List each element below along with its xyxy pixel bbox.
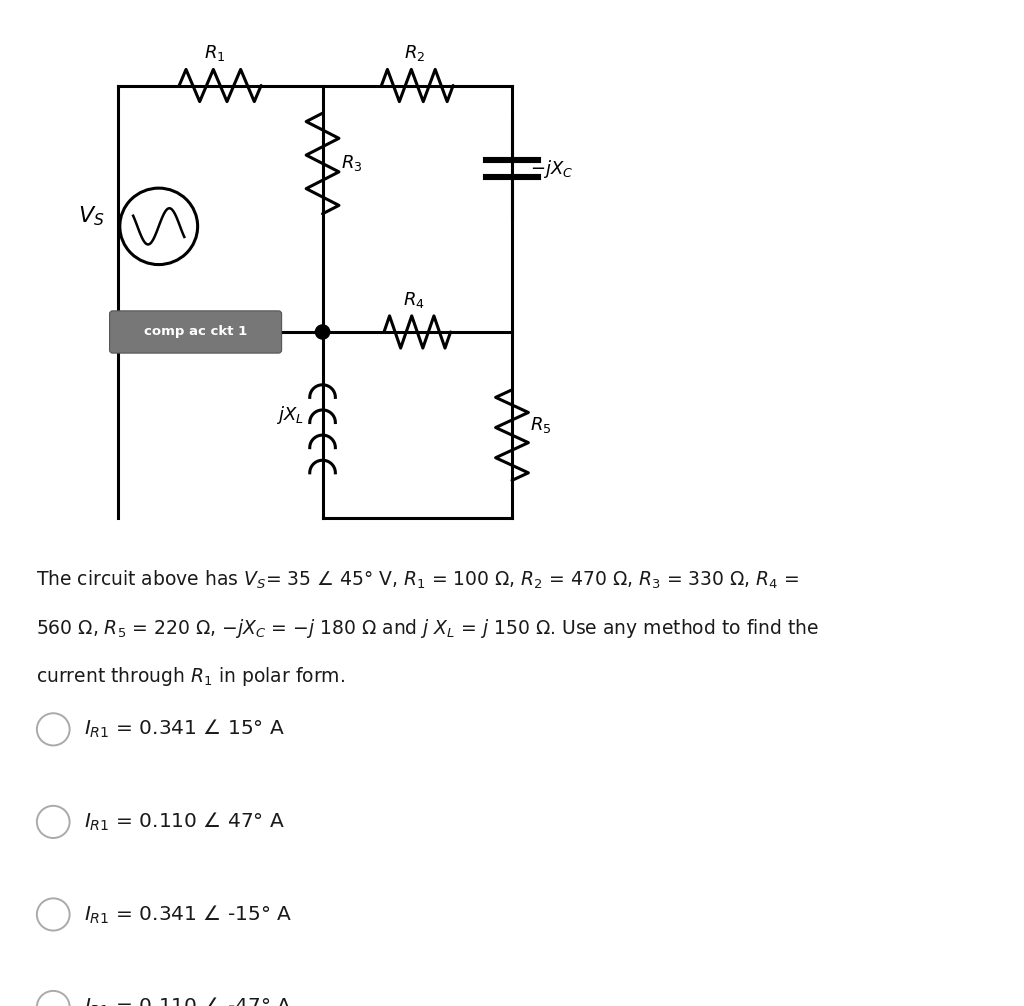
Text: current through $R_1$ in polar form.: current through $R_1$ in polar form. bbox=[36, 665, 345, 688]
Circle shape bbox=[315, 325, 330, 339]
Text: $V_S$: $V_S$ bbox=[78, 204, 104, 228]
Text: $R_1$: $R_1$ bbox=[205, 43, 225, 63]
Text: comp ac ckt 1: comp ac ckt 1 bbox=[144, 326, 247, 338]
Text: $jX_L$: $jX_L$ bbox=[276, 404, 304, 426]
Text: $I_{R1}$ = 0.110 $\angle$ -47° A: $I_{R1}$ = 0.110 $\angle$ -47° A bbox=[84, 996, 292, 1006]
Text: $I_{R1}$ = 0.341 $\angle$ -15° A: $I_{R1}$ = 0.341 $\angle$ -15° A bbox=[84, 903, 292, 926]
Text: $R_3$: $R_3$ bbox=[341, 154, 362, 173]
Text: 560 Ω, $R_5$ = 220 Ω, $-jX_C$ = $-j$ 180 Ω and $j$ $X_L$ = $j$ 150 Ω. Use any me: 560 Ω, $R_5$ = 220 Ω, $-jX_C$ = $-j$ 180… bbox=[36, 617, 819, 640]
Text: $R_2$: $R_2$ bbox=[403, 43, 425, 63]
Text: $R_4$: $R_4$ bbox=[403, 290, 425, 310]
Text: The circuit above has $V_S$= 35 $\angle$ 45° V, $R_1$ = 100 Ω, $R_2$ = 470 Ω, $R: The circuit above has $V_S$= 35 $\angle$… bbox=[36, 568, 800, 591]
FancyBboxPatch shape bbox=[110, 311, 282, 353]
Text: $I_{R1}$ = 0.341 $\angle$ 15° A: $I_{R1}$ = 0.341 $\angle$ 15° A bbox=[84, 718, 285, 740]
Text: $R_5$: $R_5$ bbox=[530, 415, 552, 435]
Text: $I_{R1}$ = 0.110 $\angle$ 47° A: $I_{R1}$ = 0.110 $\angle$ 47° A bbox=[84, 811, 285, 833]
Text: $-jX_C$: $-jX_C$ bbox=[530, 158, 573, 179]
